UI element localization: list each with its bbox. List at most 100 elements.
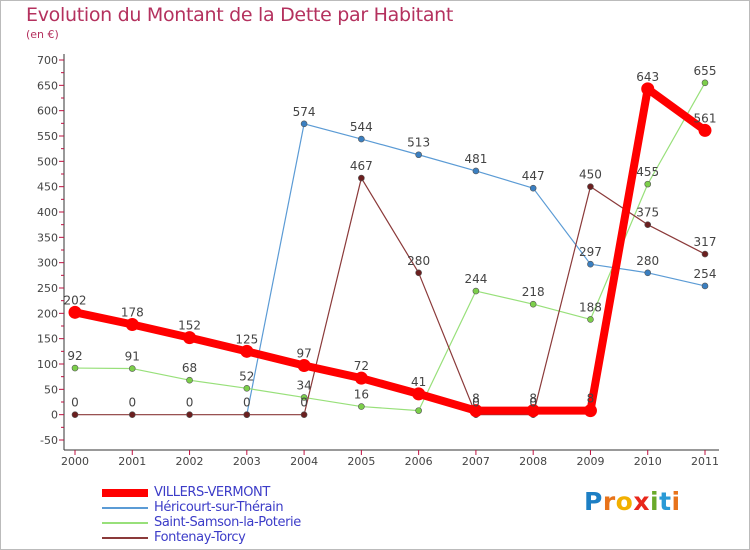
- y-tick-label: 250: [37, 282, 58, 295]
- data-label: 455: [636, 165, 659, 179]
- data-point-villers-vermont: [354, 371, 368, 385]
- chart-unit-label: (en €): [26, 28, 59, 41]
- data-point-villers-vermont: [412, 387, 426, 401]
- data-label: 0: [243, 396, 251, 410]
- logo-letter: t: [659, 487, 672, 516]
- x-tick-label: 2005: [347, 455, 375, 468]
- proxiti-logo: Proxiti: [584, 487, 681, 516]
- data-label: 280: [407, 254, 430, 268]
- data-point-hericourt-sur-therain: [644, 269, 652, 277]
- data-point-saint-samson-la-poterie: [644, 180, 652, 188]
- y-tick-label: 500: [37, 155, 58, 168]
- data-point-hericourt-sur-therain: [701, 282, 709, 290]
- data-point-hericourt-sur-therain: [415, 151, 422, 159]
- data-point-villers-vermont: [583, 404, 597, 418]
- data-label: 375: [636, 206, 659, 220]
- data-label: 41: [411, 375, 426, 389]
- data-label: 317: [694, 235, 717, 249]
- x-tick-label: 2003: [233, 455, 261, 468]
- data-point-fontenay-torcy: [358, 174, 365, 182]
- y-tick-label: 450: [37, 181, 58, 194]
- data-point-saint-samson-la-poterie: [587, 316, 594, 323]
- y-tick-label: 400: [37, 206, 58, 219]
- data-point-villers-vermont: [698, 123, 712, 137]
- data-point-hericourt-sur-therain: [529, 184, 537, 192]
- legend-swatch: [102, 537, 148, 539]
- logo-letter: o: [615, 487, 634, 516]
- series-line-fontenay-torcy: [74, 177, 706, 416]
- data-label: 244: [464, 272, 487, 286]
- data-point-hericourt-sur-therain: [358, 135, 365, 143]
- x-tick-label: 2006: [405, 455, 433, 468]
- x-tick-label: 2011: [691, 455, 719, 468]
- data-point-saint-samson-la-poterie: [358, 403, 365, 410]
- data-point-villers-vermont: [240, 344, 254, 358]
- y-tick-label: 600: [37, 105, 58, 118]
- data-point-saint-samson-la-poterie: [529, 300, 537, 308]
- x-tick-label: 2008: [519, 455, 547, 468]
- legend-label: VILLERS-VERMONT: [154, 485, 270, 500]
- x-tick-label: 2000: [61, 455, 89, 468]
- y-tick-label: 350: [37, 231, 58, 244]
- data-label: 125: [235, 332, 258, 346]
- y-tick-label: 550: [37, 130, 58, 143]
- legend-label: Saint-Samson-la-Poterie: [154, 515, 301, 530]
- data-label: 655: [694, 64, 717, 78]
- y-tick-label: 50: [44, 383, 58, 396]
- data-label: 92: [67, 349, 82, 363]
- data-label: 97: [296, 347, 311, 361]
- logo-letter: i: [671, 487, 681, 516]
- data-label: 561: [694, 111, 717, 125]
- y-tick-label: 0: [51, 409, 58, 422]
- data-label: 0: [529, 396, 537, 410]
- data-label: 52: [239, 369, 254, 383]
- data-point-saint-samson-la-poterie: [243, 385, 251, 392]
- y-tick-label: 650: [37, 79, 58, 92]
- data-point-fontenay-torcy: [644, 221, 652, 228]
- legend-swatch: [102, 489, 148, 497]
- data-point-villers-vermont: [297, 359, 311, 373]
- data-label: 8: [587, 392, 595, 406]
- data-point-saint-samson-la-poterie: [415, 407, 422, 414]
- data-label: 447: [522, 169, 545, 183]
- data-point-fontenay-torcy: [128, 411, 136, 418]
- data-label: 467: [350, 159, 373, 173]
- y-tick-label: -50: [40, 434, 58, 447]
- y-tick-label: 100: [37, 358, 58, 371]
- data-label: 544: [350, 120, 373, 134]
- data-point-saint-samson-la-poterie: [186, 376, 193, 384]
- y-tick-label: 700: [37, 54, 58, 67]
- data-label: 481: [464, 152, 487, 166]
- data-point-fontenay-torcy: [186, 411, 193, 418]
- y-tick-label: 150: [37, 333, 58, 346]
- x-tick-label: 2010: [634, 455, 662, 468]
- y-tick-label: 200: [37, 307, 58, 320]
- data-point-fontenay-torcy: [415, 269, 422, 277]
- data-label: 152: [178, 319, 201, 333]
- data-label: 16: [354, 388, 369, 402]
- data-point-villers-vermont: [68, 305, 82, 319]
- legend-swatch: [102, 522, 148, 524]
- x-tick-label: 2009: [576, 455, 604, 468]
- data-point-fontenay-torcy: [71, 411, 79, 418]
- data-label: 68: [182, 361, 197, 375]
- data-label: 297: [579, 245, 602, 259]
- data-point-saint-samson-la-poterie: [472, 287, 480, 295]
- data-point-fontenay-torcy: [300, 411, 308, 418]
- logo-letter: i: [650, 487, 660, 516]
- data-point-fontenay-torcy: [587, 183, 594, 190]
- data-label: 0: [472, 396, 480, 410]
- data-label: 34: [296, 378, 311, 392]
- data-point-saint-samson-la-poterie: [701, 79, 709, 87]
- data-point-hericourt-sur-therain: [587, 260, 594, 268]
- data-label: 188: [579, 300, 602, 314]
- legend-label: Héricourt-sur-Thérain: [154, 500, 284, 515]
- data-label: 8: [472, 392, 480, 406]
- data-label: 643: [636, 70, 659, 84]
- data-label: 0: [300, 396, 308, 410]
- data-point-saint-samson-la-poterie: [300, 394, 308, 401]
- x-tick-label: 2001: [118, 455, 146, 468]
- data-label: 513: [407, 136, 430, 150]
- data-label: 0: [186, 396, 194, 410]
